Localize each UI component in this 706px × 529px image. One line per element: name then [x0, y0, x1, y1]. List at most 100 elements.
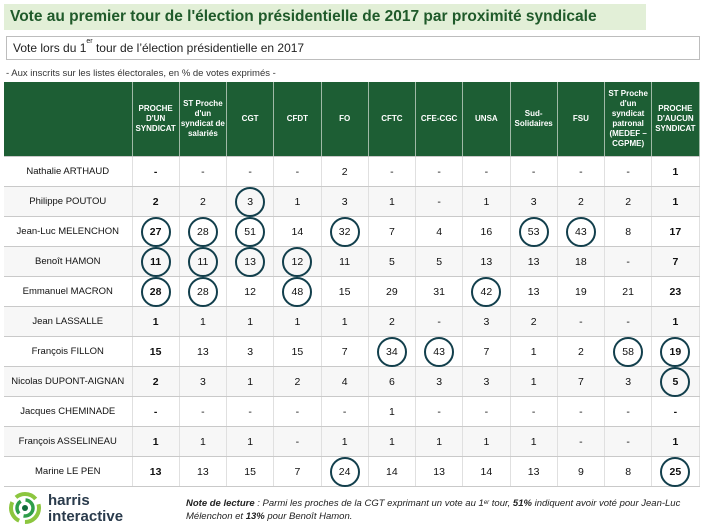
vote-cell: 11: [321, 246, 369, 277]
vote-cell: 1: [651, 426, 700, 457]
vote-value-text: -: [295, 405, 300, 418]
vote-value: 9: [567, 462, 595, 482]
vote-value: 13: [472, 252, 500, 272]
vote-value-text: 17: [669, 225, 682, 238]
vote-value: 1: [520, 372, 548, 392]
candidate-name: François FILLON: [4, 336, 133, 367]
vote-cell: 15: [226, 456, 275, 487]
vote-value: -: [283, 402, 311, 422]
vote-value: 18: [567, 252, 595, 272]
vote-value: -: [567, 162, 595, 182]
vote-value: 43: [424, 336, 455, 367]
column-header: FSU: [557, 82, 606, 157]
vote-value: 7: [661, 252, 689, 272]
vote-cell: 17: [651, 216, 700, 247]
vote-value: 21: [614, 282, 642, 302]
highlight-circle: [282, 276, 313, 307]
vote-value: -: [283, 432, 311, 452]
vote-value: -: [520, 162, 548, 182]
vote-cell: 13: [179, 456, 228, 487]
vote-value-text: -: [626, 405, 630, 418]
highlight-circle: [565, 216, 596, 247]
vote-value: 53: [518, 216, 549, 247]
vote-value: 2: [378, 312, 406, 332]
vote-value: -: [425, 192, 453, 212]
vote-value: 1: [283, 312, 311, 332]
vote-value-text: 14: [386, 465, 398, 478]
subtitle-post: tour de l’élection présidentielle en 201…: [92, 41, 305, 55]
vote-cell: 32: [321, 216, 369, 247]
vote-cell: -: [557, 156, 606, 187]
table-row: Emmanuel MACRON 28 28 12 48 15 29 31 42 13 19 21 23: [4, 276, 700, 307]
highlight-circle: [471, 276, 502, 307]
vote-cell: 1: [132, 426, 180, 457]
vote-cell: 1: [651, 186, 700, 217]
vote-value: -: [283, 162, 311, 182]
vote-value: 51: [235, 216, 266, 247]
vote-value-text: 3: [247, 345, 254, 358]
column-header: CFE-CGC: [415, 82, 464, 157]
vote-cell: 7: [321, 336, 369, 367]
highlight-circle: [329, 216, 360, 247]
vote-cell: 1: [321, 426, 369, 457]
vote-cell: 28: [179, 216, 228, 247]
vote-cell: -: [273, 156, 322, 187]
vote-value: 3: [331, 192, 359, 212]
vote-cell: 1: [368, 426, 417, 457]
vote-value-text: 13: [480, 255, 493, 268]
highlight-circle: [187, 246, 218, 277]
vote-value: 15: [331, 282, 359, 302]
vote-cell: -: [179, 156, 228, 187]
vote-cell: 29: [368, 276, 417, 307]
vote-cell: 2: [604, 186, 653, 217]
vote-value-text: -: [201, 165, 205, 178]
vote-value-text: 29: [386, 285, 398, 298]
vote-cell: 5: [651, 366, 700, 397]
vote-value-text: 13: [527, 465, 540, 478]
vote-cell: 1: [321, 306, 369, 337]
highlight-circle: [140, 216, 171, 247]
vote-value-text: 1: [247, 435, 254, 448]
highlight-circle: [187, 276, 218, 307]
logo-wordmark: harris interactive: [48, 493, 123, 525]
vote-cell: 13: [226, 246, 275, 277]
vote-value-text: 1: [530, 345, 537, 358]
logo-line2: interactive: [48, 508, 124, 525]
vote-value: 3: [472, 312, 500, 332]
vote-cell: 18: [557, 246, 606, 277]
vote-value: 2: [520, 312, 548, 332]
vote-cell: -: [321, 396, 369, 427]
vote-value-text: 2: [530, 315, 537, 328]
vote-cell: -: [651, 396, 700, 427]
vote-value-text: 7: [672, 255, 679, 268]
vote-value-text: 7: [294, 465, 301, 478]
vote-cell: 1: [226, 306, 275, 337]
vote-cell: 19: [557, 276, 606, 307]
vote-value: 1: [236, 432, 264, 452]
vote-value-text: 7: [483, 345, 490, 358]
vote-value: -: [567, 312, 595, 332]
vote-cell: 58: [604, 336, 653, 367]
vote-cell: 1: [510, 366, 558, 397]
vote-value: 15: [236, 462, 264, 482]
vote-value-text: 13: [197, 465, 209, 478]
vote-cell: 27: [132, 216, 180, 247]
vote-value-text: 1: [388, 405, 395, 418]
highlight-circle: [235, 246, 266, 277]
subtitle-sup: er: [86, 38, 93, 45]
vote-value: 16: [472, 222, 500, 242]
vote-cell: -: [604, 306, 653, 337]
vote-cell: 28: [179, 276, 228, 307]
vote-cell: 1: [368, 186, 417, 217]
vote-value: 1: [189, 432, 217, 452]
vote-value: 4: [331, 372, 359, 392]
vote-value: 3: [235, 186, 266, 217]
vote-cell: -: [368, 156, 417, 187]
vote-value: 29: [378, 282, 406, 302]
vote-value: 2: [331, 162, 359, 182]
vote-cell: 6: [368, 366, 417, 397]
harris-logo: harris interactive: [8, 491, 168, 527]
vote-value-text: 1: [483, 435, 490, 448]
vote-value-text: 1: [672, 435, 679, 448]
vote-cell: 2: [132, 186, 180, 217]
